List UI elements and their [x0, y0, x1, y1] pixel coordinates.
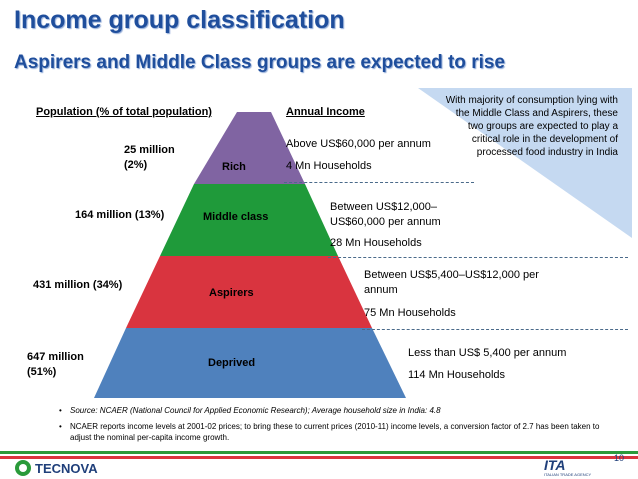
households-rich: 4 Mn Households [286, 160, 372, 172]
page-subtitle: Aspirers and Middle Class groups are exp… [14, 52, 505, 73]
tier-aspirers-label: Aspirers [209, 287, 254, 299]
households-deprived: 114 Mn Households [408, 369, 506, 381]
footer-stripe-white [0, 454, 638, 456]
tecnova-logo: TECNOVA [14, 459, 98, 477]
tecnova-logo-text: TECNOVA [35, 460, 98, 476]
tier-middle-shape [160, 184, 338, 256]
note-background-triangle [418, 88, 632, 238]
ita-logo-box [540, 459, 612, 479]
tier-aspirers-shape [126, 256, 372, 328]
population-deprived-value: 647 million [27, 351, 84, 363]
households-aspirers: 75 Mn Households [364, 307, 456, 319]
population-rich-value: 25 million [124, 144, 175, 156]
footnote-source-text: Source: NCAER (National Council for Appl… [70, 406, 441, 415]
footer-stripe-red [0, 456, 638, 459]
footer-stripe-green [0, 451, 638, 454]
population-rich-share: (2%) [124, 159, 148, 171]
income-middle: Between US$12,000–US$60,000 per annum [330, 201, 441, 228]
tier-deprived-shape [94, 328, 406, 398]
ita-logo-subtext: ITALIAN TRADE AGENCY [544, 472, 592, 477]
population-middle: 164 million (13%) [75, 209, 165, 221]
divider-rich [284, 182, 474, 183]
tecnova-logo-icon [15, 460, 31, 476]
ita-logo-text: ITA [544, 457, 566, 473]
population-header: Population (% of total population) [36, 106, 212, 118]
income-deprived: Less than US$ 5,400 per annum [408, 347, 567, 359]
tier-rich-label: Rich [222, 161, 246, 173]
tier-middle-label: Middle class [203, 211, 269, 223]
income-header: Annual Income [286, 106, 365, 118]
population-deprived: 647 million (51%) [27, 350, 84, 380]
divider-aspirers [362, 329, 628, 330]
households-middle: 28 Mn Households [330, 237, 422, 249]
population-deprived-share: (51%) [27, 366, 57, 378]
tier-rich-shape [194, 112, 305, 184]
note-text: With majority of consumption lying with … [445, 95, 618, 158]
tier-deprived-label: Deprived [208, 357, 256, 369]
page-title: Income group classification [14, 6, 345, 34]
footnote-source: • Source: NCAER (National Council for Ap… [59, 405, 610, 416]
income-aspirers: Between US$5,400–US$12,000 per annum [364, 269, 539, 296]
divider-middle [328, 257, 628, 258]
bullet-icon: • [59, 406, 62, 415]
bullet-icon: • [59, 422, 62, 431]
population-rich: 25 million (2%) [124, 143, 175, 173]
page-number: 10 [614, 453, 625, 463]
ita-logo: ITA ITALIAN TRADE AGENCY [544, 458, 610, 477]
income-rich: Above US$60,000 per annum [286, 138, 431, 150]
population-aspirers: 431 million (34%) [33, 279, 123, 291]
footnote-prices-text: NCAER reports income levels at 2001-02 p… [70, 422, 600, 442]
footnote-prices: • NCAER reports income levels at 2001-02… [59, 421, 610, 443]
